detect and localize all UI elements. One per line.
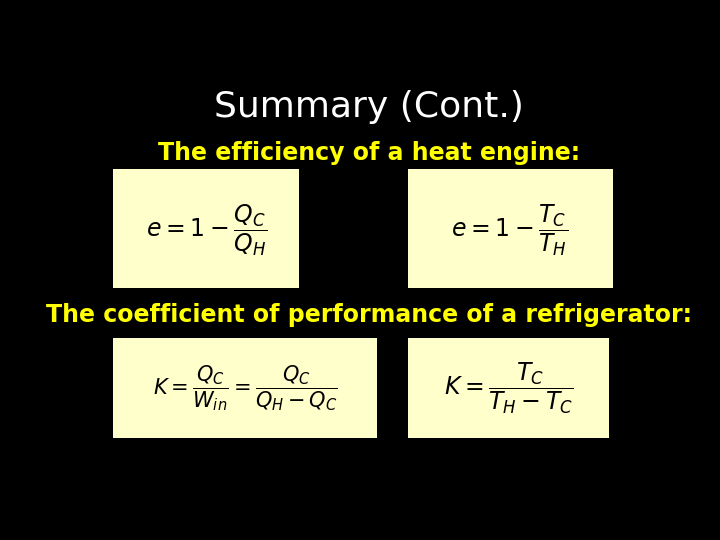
FancyBboxPatch shape xyxy=(113,168,300,288)
Text: $e = 1 - \dfrac{Q_C}{Q_H}$: $e = 1 - \dfrac{Q_C}{Q_H}$ xyxy=(145,202,267,258)
Text: $K = \dfrac{T_C}{T_H - T_C}$: $K = \dfrac{T_C}{T_H - T_C}$ xyxy=(444,360,573,416)
FancyBboxPatch shape xyxy=(408,168,613,288)
Text: $K = \dfrac{Q_C}{W_{in}} = \dfrac{Q_C}{Q_H - Q_C}$: $K = \dfrac{Q_C}{W_{in}} = \dfrac{Q_C}{Q… xyxy=(153,363,338,413)
Text: $e = 1 - \dfrac{T_C}{T_H}$: $e = 1 - \dfrac{T_C}{T_H}$ xyxy=(451,202,569,258)
Text: The coefficient of performance of a refrigerator:: The coefficient of performance of a refr… xyxy=(46,303,692,327)
Text: Summary (Cont.): Summary (Cont.) xyxy=(214,90,524,124)
FancyBboxPatch shape xyxy=(408,338,609,438)
Text: The efficiency of a heat engine:: The efficiency of a heat engine: xyxy=(158,141,580,165)
FancyBboxPatch shape xyxy=(113,338,377,438)
